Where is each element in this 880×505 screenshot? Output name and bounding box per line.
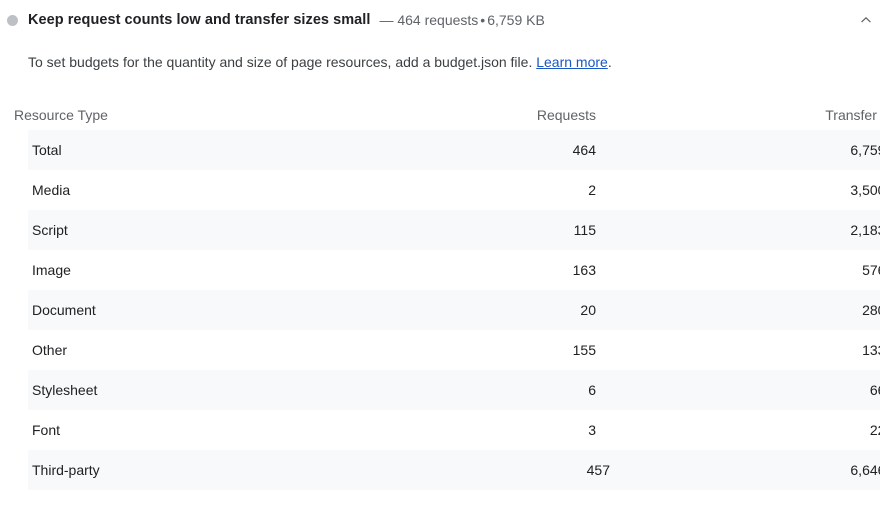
table-row: Stylesheet666 KB (0, 370, 880, 410)
cell-requests: 163 (572, 262, 596, 278)
audit-title: Keep request counts low and transfer siz… (28, 12, 371, 28)
cell-transfer-size: 3,500 KB (850, 182, 880, 198)
average-circle-icon (7, 15, 18, 26)
table-row: Image 163 576 KB (0, 250, 880, 290)
learn-more-link[interactable]: Learn more (536, 54, 608, 70)
cell-requests: 155 (572, 342, 596, 358)
cell-requests: 6 (514, 370, 610, 410)
cell-transfer-size: 6,646 KB (610, 450, 880, 490)
cell-transfer-size: 6,759 KB (610, 130, 880, 170)
audit-description-period: . (607, 54, 612, 70)
audit-header[interactable]: Keep request counts low and transfer siz… (0, 0, 880, 40)
cell-resource-type: Other (0, 330, 514, 370)
audit-meta-size: 6,759 KB (487, 12, 545, 28)
audit-meta-requests: 464 requests (397, 12, 479, 28)
cell-transfer-size: 66 KB (610, 370, 880, 410)
table-row: Font 3 22 KB (0, 410, 880, 450)
cell-transfer-size: 2,183 KB (610, 210, 880, 250)
cell-requests: 115 (514, 210, 610, 250)
cell-requests: 20 (514, 290, 610, 330)
resource-summary-table: Resource Type Requests Transfer Size Tot… (0, 90, 880, 490)
cell-requests: 3 (588, 422, 596, 438)
table-header-row: Resource Type Requests Transfer Size (14, 90, 880, 130)
cell-transfer-size: 22 KB (869, 422, 880, 438)
cell-requests: 464 (514, 130, 610, 170)
cell-transfer-size: 133 KB (862, 342, 880, 358)
audit-meta-separator: • (480, 12, 486, 28)
cell-resource-type: Script (0, 210, 514, 250)
cell-resource-type: Stylesheet (0, 370, 514, 410)
audit-meta-dash: — (379, 12, 394, 28)
table-head: Resource Type Requests Transfer Size (14, 90, 880, 130)
cell-transfer-size: 576 KB (862, 262, 880, 278)
audit-meta: — 464 requests • 6,759 KB (379, 12, 544, 28)
table-row: Document20280 KB (0, 290, 880, 330)
resource-summary-table-wrap: Resource Type Requests Transfer Size Tot… (0, 90, 880, 490)
cell-requests: 2 (588, 182, 596, 198)
chevron-up-icon[interactable] (854, 8, 878, 32)
cell-requests: 457 (514, 450, 610, 490)
table-row: Media 2 3,500 KB (0, 170, 880, 210)
cell-resource-type: Document (0, 290, 514, 330)
cell-resource-type: Image (0, 250, 514, 290)
cell-transfer-size: 280 KB (610, 290, 880, 330)
cell-resource-type: Third-party (0, 450, 514, 490)
column-header-requests[interactable]: Requests (536, 107, 596, 123)
cell-resource-type: Font (0, 410, 514, 450)
cell-resource-type: Total (0, 130, 514, 170)
table-row: Other 155 133 KB (0, 330, 880, 370)
audit-description-text: To set budgets for the quantity and size… (28, 54, 533, 70)
cell-resource-type: Media (0, 170, 514, 210)
audit-description: To set budgets for the quantity and size… (0, 40, 880, 72)
column-header-transfer-size[interactable]: Transfer Size (825, 107, 880, 123)
column-header-resource-type[interactable]: Resource Type (14, 107, 108, 123)
